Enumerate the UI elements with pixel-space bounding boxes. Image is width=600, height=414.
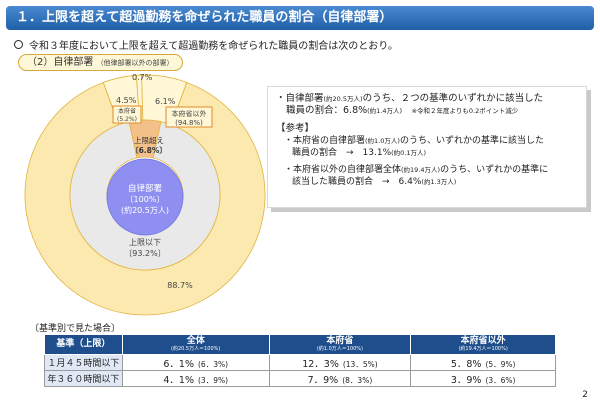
section-label: （2）自律部署 [27, 57, 94, 68]
ref-line-2b: のうち、いずれかの基準に [440, 165, 549, 175]
outer-lower-value: 88.7% [167, 281, 193, 290]
summary-line-1: ・自律部署(約20.5万人)のうち、２つの基準のいずれかに該当した [276, 93, 578, 105]
table-row: 年３６０時間以下 4．1% (3．9%) 7．9% (8．3%) 3．9% (3．6%… [44, 370, 556, 387]
callout-honfusho-2: (5.2%) [117, 116, 137, 123]
summary-line-1a: ・自律部署 [276, 93, 324, 104]
ref-line-2: 職員の割合 → 13.1%(約0.1万人) [292, 147, 578, 159]
summary-line-2-note: ※令和２年度よりも0.2ポイント減少 [411, 107, 519, 115]
ref-line-4: 該当した職員の割合 → 6.4%(約1.3万人) [292, 176, 578, 188]
page-number: 2 [582, 390, 588, 400]
ref-line-2c: 該当した職員の割合 → 6.4% [292, 177, 422, 187]
callout-igai-2: (94.8%) [175, 119, 203, 127]
callout-honfusho-box [112, 105, 142, 124]
row-basis: １月４５時間以下 [44, 354, 123, 371]
intro-line: 令和３年度において上限を超えて超過勤務を命ぜられた職員の割合は次のとおり。 [14, 37, 398, 52]
row-honfusho: 12．3% (13．5%) [268, 354, 412, 371]
callout-honfusho-1: 本府省 [118, 107, 136, 115]
outer-4-5-value: 4.5% [116, 96, 137, 105]
table-header-row: 基準（上限） 全体 (約20.5万人＝100%) 本府省 (約1.0万人＝100%)… [44, 334, 556, 355]
header-honfusho: 本府省 (約1.0万人＝100%) [268, 334, 412, 355]
ref-line-3: ・本府省以外の自律部署全体(約19.4万人)のうち、いずれかの基準に [284, 164, 578, 176]
ref-line-1: ・本府省の自律部署(約1.0万人)のうち、いずれかの基準に該当した [284, 135, 578, 147]
row-igai: 5．8% (5．9%) [410, 354, 556, 371]
center-label-1: 自律部署 [128, 183, 163, 194]
ref-line-2-small: (約19.4万人) [401, 166, 441, 174]
summary-line-2-small: (約1.4万人) [367, 107, 403, 115]
callout-igai-box [165, 106, 213, 128]
table-row: １月４５時間以下 6．1% (6．3%) 12．3% (13．5%) 5．8% (5．… [44, 354, 556, 371]
section-note: （他律部署以外の部署） [96, 59, 174, 67]
ref-line-1b: のうち、いずれかの基準に該当した [399, 136, 544, 146]
circle-bullet-icon [14, 40, 23, 49]
row-total: 4．1% (3．9%) [121, 370, 270, 387]
outer-0-7-value: 0.7% [132, 73, 153, 82]
ref-line-1c-small: (約0.1万人) [391, 149, 427, 157]
row-basis: 年３６０時間以下 [44, 370, 123, 387]
inner-upper-label-2: 〔6.8%〕 [131, 145, 167, 155]
intro-text: 令和３年度において上限を超えて超過勤務を命ぜられた職員の割合は次のとおり。 [29, 41, 398, 52]
basis-label: 〔基準別で見た場合〕 [30, 324, 121, 334]
callout-igai-1: 本府省以外 [172, 109, 207, 118]
row-total: 6．1% (6．3%) [121, 354, 270, 371]
inner-upper-label-1: 上限超え [134, 136, 164, 145]
reference-heading: 【参考】 [276, 123, 315, 134]
header-igai: 本府省以外 (約19.4万人＝100%) [410, 334, 556, 355]
ref-line-1a: ・本府省の自律部署 [284, 136, 366, 146]
inner-lower-label-2: 〔93.2%〕 [124, 249, 165, 258]
ref-line-1-small: (約1.0万人) [365, 137, 400, 145]
ref-line-2c-small: (約1.3万人) [421, 178, 457, 186]
basis-table: 基準（上限） 全体 (約20.5万人＝100%) 本府省 (約1.0万人＝100%)… [44, 334, 556, 387]
page-title: １．上限を超えて超過勤務を命ぜられた職員の割合（自律部署） [6, 6, 594, 30]
outer-6-1-value: 6.1% [155, 97, 176, 106]
ref-line-2a: ・本府省以外の自律部署全体 [284, 165, 402, 175]
summary-line-2a: 職員の割合：6.8% [286, 105, 368, 116]
summary-box: ・自律部署(約20.5万人)のうち、２つの基準のいずれかに該当した 職員の割合：… [267, 86, 587, 208]
row-honfusho: 7．9% (8．3%) [268, 370, 412, 387]
center-label-2: 〔100%〕 [126, 195, 165, 204]
center-disc [106, 158, 184, 236]
ref-line-1c: 職員の割合 → 13.1% [292, 148, 392, 158]
summary-line-2: 職員の割合：6.8%(約1.4万人) ※令和２年度よりも0.2ポイント減少 [286, 105, 578, 117]
header-basis: 基準（上限） [44, 334, 123, 355]
inner-lower-label-1: 上限以下 [129, 238, 161, 247]
row-igai: 3．9% (3．6%) [410, 370, 556, 387]
summary-line-1b: のうち、２つの基準のいずれかに該当した [362, 93, 544, 104]
header-total: 全体 (約20.5万人＝100%) [121, 334, 270, 355]
summary-line-1-small: (約20.5万人) [323, 95, 363, 103]
section-heading: （2）自律部署 （他律部署以外の部署） [18, 54, 183, 71]
center-label-3: (約20.5万人) [121, 205, 169, 215]
